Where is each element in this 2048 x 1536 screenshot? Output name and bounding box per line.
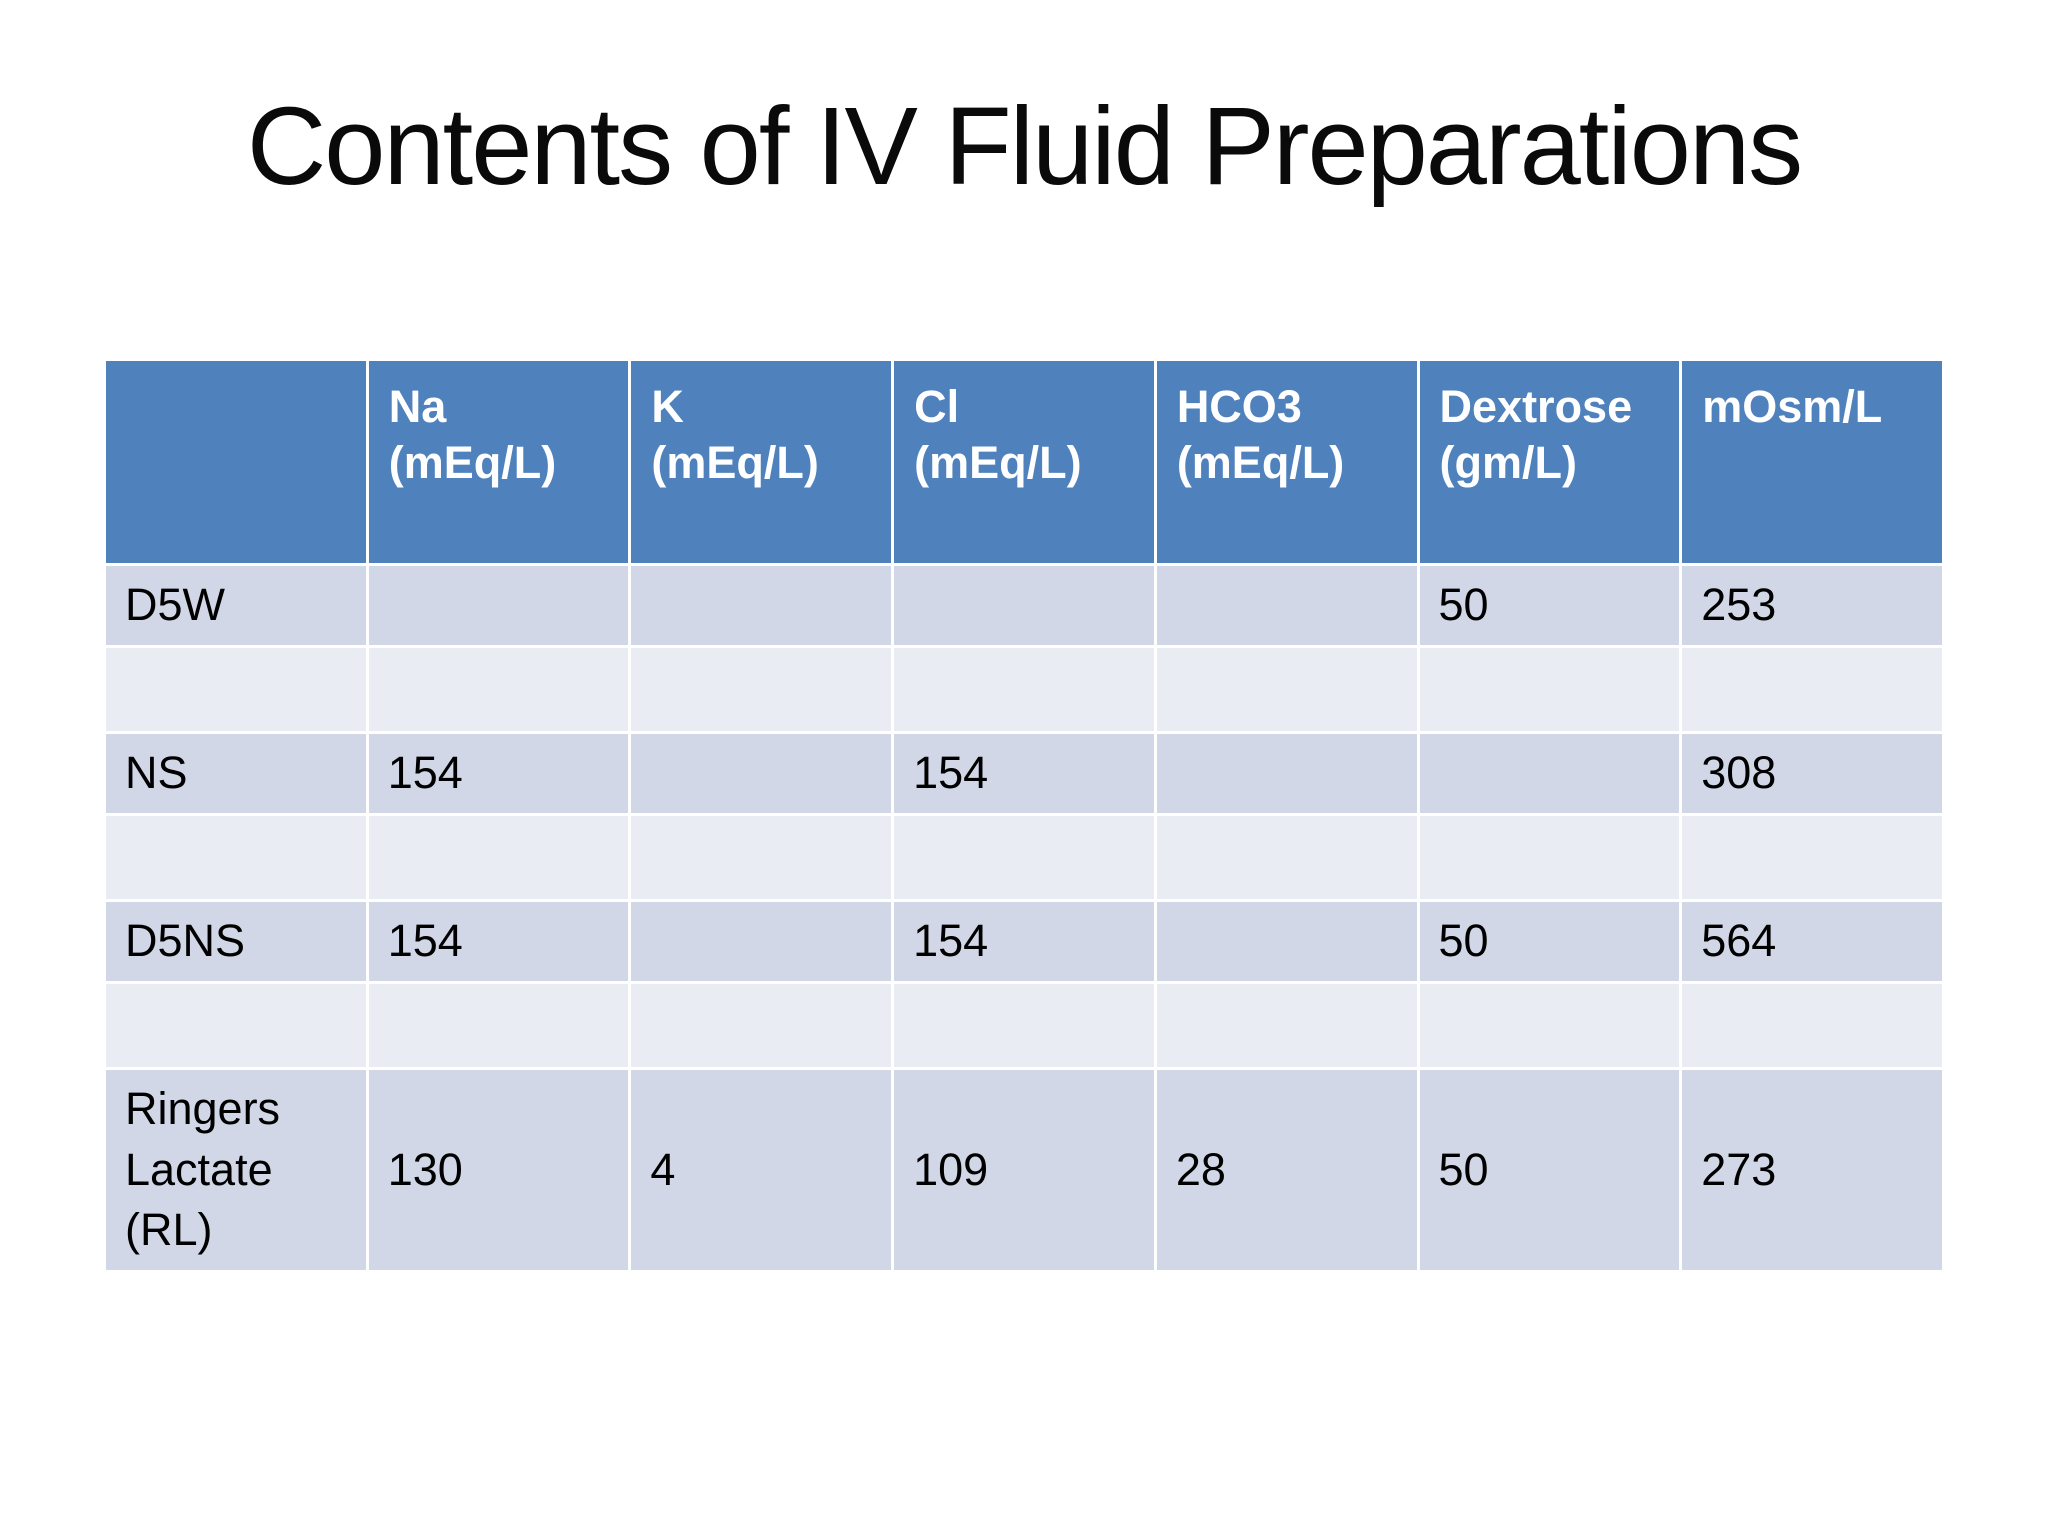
spacer-cell (628, 813, 895, 902)
table-row-d5w: D5W 50 253 (103, 563, 1945, 648)
spacer-cell (103, 981, 369, 1070)
col-header-dextrose: Dextrose (gm/L) (1416, 358, 1683, 566)
cell-rl-mosm: 273 (1679, 1067, 1945, 1273)
cell-ns-mosm: 308 (1679, 731, 1945, 816)
cell-d5ns-dextrose: 50 (1416, 899, 1683, 984)
table-row-spacer-2 (103, 813, 1945, 902)
cell-d5w-na (365, 563, 632, 648)
cell-ns-na: 154 (365, 731, 632, 816)
spacer-cell (103, 813, 369, 902)
cell-d5w-cl (891, 563, 1157, 648)
col-header-cl: Cl (mEq/L) (891, 358, 1157, 566)
col-header-fluid (103, 358, 369, 566)
spacer-cell (103, 645, 369, 734)
cell-ns-k (628, 731, 895, 816)
spacer-cell (1153, 645, 1420, 734)
spacer-cell (365, 813, 632, 902)
cell-ns-dextrose (1416, 731, 1683, 816)
cell-d5ns-hco3 (1153, 899, 1420, 984)
cell-ns-label: NS (103, 731, 369, 816)
spacer-cell (1679, 981, 1945, 1070)
cell-rl-dextrose: 50 (1416, 1067, 1683, 1273)
spacer-cell (628, 645, 895, 734)
cell-d5w-label: D5W (103, 563, 369, 648)
table-row-spacer-1 (103, 645, 1945, 734)
spacer-cell (891, 813, 1157, 902)
spacer-cell (1153, 981, 1420, 1070)
spacer-cell (891, 645, 1157, 734)
col-header-k: K (mEq/L) (628, 358, 895, 566)
table-row-d5ns: D5NS 154 154 50 564 (103, 899, 1945, 984)
iv-fluid-table: Na (mEq/L) K (mEq/L) Cl (mEq/L) HCO3 (mE… (103, 358, 1945, 1273)
cell-d5ns-cl: 154 (891, 899, 1157, 984)
table-row-ns: NS 154 154 308 (103, 731, 1945, 816)
spacer-cell (1416, 813, 1683, 902)
spacer-cell (1153, 813, 1420, 902)
table-header-row: Na (mEq/L) K (mEq/L) Cl (mEq/L) HCO3 (mE… (103, 358, 1945, 566)
cell-ns-cl: 154 (891, 731, 1157, 816)
cell-d5w-hco3 (1153, 563, 1420, 648)
spacer-cell (1416, 981, 1683, 1070)
cell-d5ns-k (628, 899, 895, 984)
col-header-na: Na (mEq/L) (365, 358, 632, 566)
cell-d5ns-label: D5NS (103, 899, 369, 984)
spacer-cell (365, 645, 632, 734)
spacer-cell (1679, 645, 1945, 734)
table-row-spacer-3 (103, 981, 1945, 1070)
cell-rl-cl: 109 (891, 1067, 1157, 1273)
cell-rl-hco3: 28 (1153, 1067, 1420, 1273)
cell-d5w-dextrose: 50 (1416, 563, 1683, 648)
cell-rl-k: 4 (628, 1067, 895, 1273)
cell-d5ns-na: 154 (365, 899, 632, 984)
spacer-cell (1679, 813, 1945, 902)
col-header-mosm: mOsm/L (1679, 358, 1945, 566)
slide-title: Contents of IV Fluid Preparations (246, 85, 1803, 208)
cell-ns-hco3 (1153, 731, 1420, 816)
col-header-hco3: HCO3 (mEq/L) (1153, 358, 1420, 566)
cell-d5w-k (628, 563, 895, 648)
cell-rl-label: Ringers Lactate (RL) (103, 1067, 369, 1273)
cell-rl-na: 130 (365, 1067, 632, 1273)
spacer-cell (628, 981, 895, 1070)
spacer-cell (891, 981, 1157, 1070)
table-row-ringers-lactate: Ringers Lactate (RL) 130 4 109 28 50 273 (103, 1067, 1945, 1273)
spacer-cell (1416, 645, 1683, 734)
spacer-cell (365, 981, 632, 1070)
cell-d5ns-mosm: 564 (1679, 899, 1945, 984)
cell-d5w-mosm: 253 (1679, 563, 1945, 648)
